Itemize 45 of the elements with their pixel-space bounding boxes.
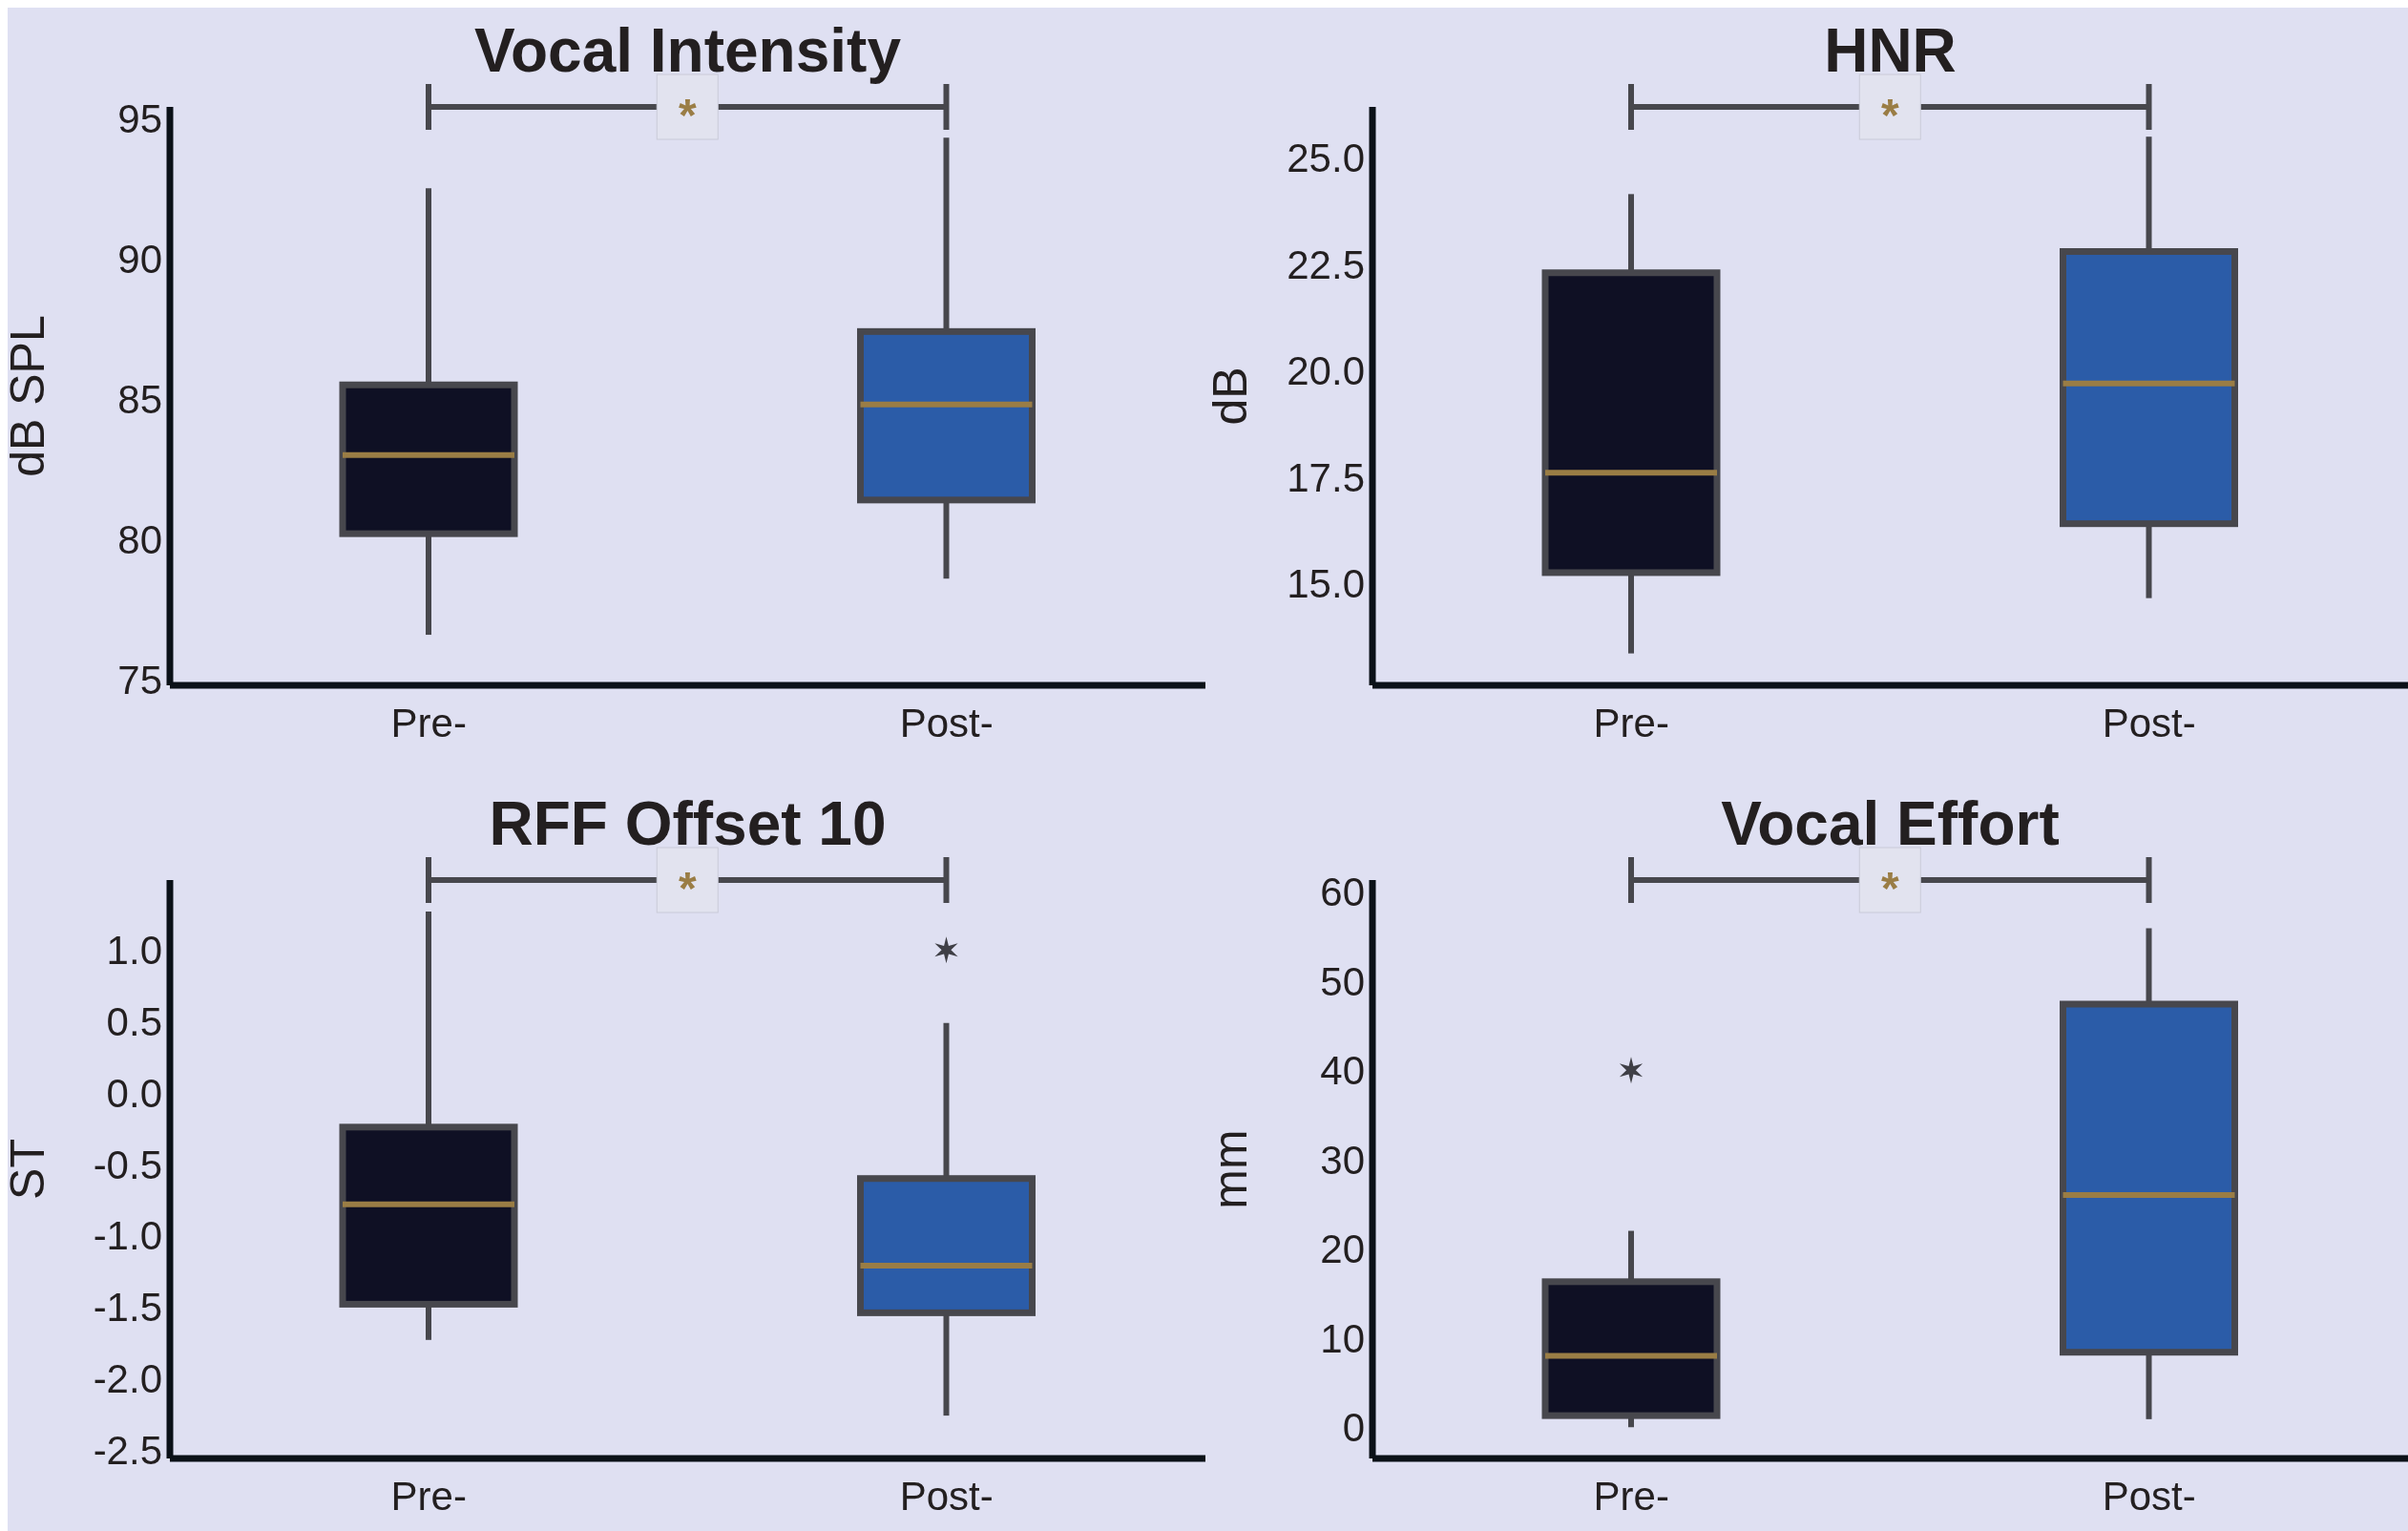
x-tick-label: Pre- [1593, 1473, 1669, 1519]
annotation: * [678, 89, 697, 140]
y-tick-label: -0.5 [93, 1142, 162, 1187]
y-tick-label: 15.0 [1287, 560, 1365, 606]
y-tick-label: 95 [117, 95, 162, 141]
y-axis-title: dB [1203, 367, 1257, 426]
annotation: * [1880, 862, 1899, 913]
x-tick-label: Post- [2102, 1473, 2196, 1519]
y-tick-label: 40 [1320, 1048, 1365, 1094]
y-tick-label: 0.5 [106, 999, 162, 1045]
y-tick-label: 85 [117, 376, 162, 422]
y-tick-label: -2.0 [93, 1356, 162, 1402]
y-axis-title: dB SPL [0, 315, 54, 477]
y-tick-label: 1.0 [106, 928, 162, 974]
y-tick-label: 0 [1342, 1405, 1365, 1451]
y-tick-label: 80 [117, 516, 162, 562]
y-tick-label: -2.5 [93, 1427, 162, 1473]
y-tick-label: 90 [117, 236, 162, 282]
x-tick-label: Post- [899, 700, 994, 745]
annotation: * [678, 862, 697, 913]
y-tick-label: 75 [117, 658, 162, 703]
y-axis-title: mm [1203, 1129, 1257, 1209]
y-tick-label: 60 [1320, 870, 1365, 915]
y-tick-label: 17.5 [1287, 454, 1365, 500]
y-tick-label: 0.0 [106, 1070, 162, 1116]
chart-title: Vocal Intensity [473, 15, 902, 86]
chart-title: Vocal Effort [1720, 788, 2061, 859]
y-tick-label: 10 [1320, 1315, 1365, 1361]
y-tick-label: 22.5 [1287, 241, 1365, 287]
y-tick-label: 20.0 [1287, 348, 1365, 394]
x-tick-label: Post- [2102, 700, 2196, 745]
y-tick-label: 20 [1320, 1227, 1365, 1272]
chart-title: HNR [1823, 15, 1958, 86]
x-tick-label: Pre- [390, 1473, 467, 1519]
y-axis-title: ST [0, 1139, 54, 1200]
y-tick-label: 25.0 [1287, 136, 1365, 181]
y-tick-label: -1.5 [93, 1285, 162, 1331]
x-tick-label: Pre- [1593, 700, 1669, 745]
y-tick-label: 50 [1320, 958, 1365, 1004]
x-tick-label: Post- [899, 1473, 994, 1519]
y-tick-label: -1.0 [93, 1213, 162, 1259]
y-tick-label: 30 [1320, 1137, 1365, 1183]
chart-title: RFF Offset 10 [488, 788, 888, 859]
x-tick-label: Pre- [390, 700, 467, 745]
annotation: * [1880, 89, 1899, 140]
